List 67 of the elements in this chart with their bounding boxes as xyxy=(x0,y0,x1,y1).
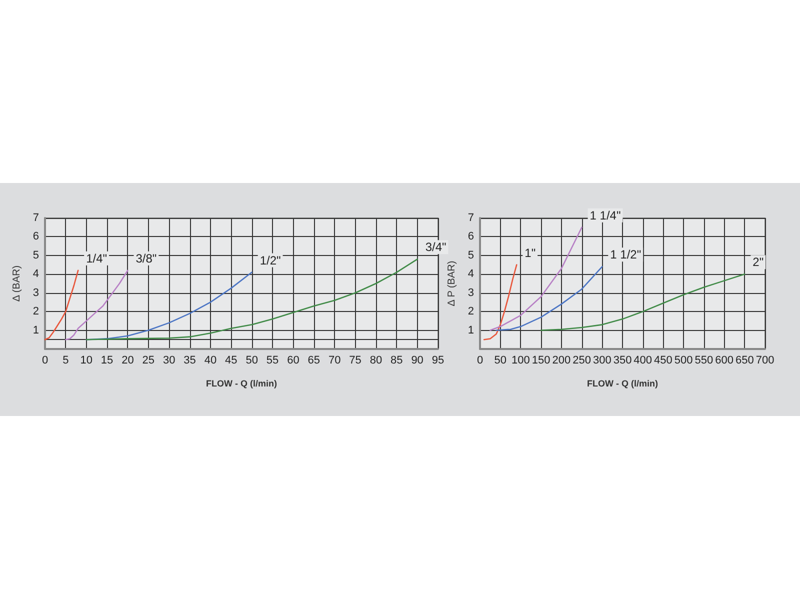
x-tick-label: 45 xyxy=(225,354,238,366)
x-tick-label: 650 xyxy=(735,354,754,366)
x-tick-label: 90 xyxy=(411,354,424,366)
x-tick-label: 85 xyxy=(390,354,403,366)
x-tick-label: 70 xyxy=(328,354,341,366)
line-series xyxy=(490,226,582,331)
x-tick-label: 40 xyxy=(204,354,217,366)
x-tick-label: 500 xyxy=(674,354,693,366)
x-tick-label: 700 xyxy=(756,354,774,366)
y-tick-label: 2 xyxy=(32,306,39,318)
x-tick-label: 50 xyxy=(494,354,506,366)
line-series xyxy=(65,270,128,340)
series-label: 1/2" xyxy=(260,253,281,268)
series-label: 1/4" xyxy=(86,251,108,266)
x-tick-label: 5 xyxy=(62,354,69,366)
series-label: 2" xyxy=(752,255,764,270)
x-tick-label: 350 xyxy=(613,354,632,366)
x-tick-label: 10 xyxy=(80,354,92,366)
y-axis-title: Δ (BAR) xyxy=(11,265,22,302)
x-tick-label: 25 xyxy=(142,354,155,366)
x-tick-label: 0 xyxy=(42,354,48,366)
y-tick-label: 2 xyxy=(468,306,474,318)
line-series xyxy=(496,266,603,331)
series-label: 1 1/2" xyxy=(610,248,642,262)
series-label: 1" xyxy=(524,246,536,260)
x-tick-label: 15 xyxy=(100,354,114,366)
y-tick-label: 1 xyxy=(468,324,474,336)
x-tick-label: 0 xyxy=(476,354,484,366)
x-tick-label: 200 xyxy=(552,354,571,366)
x-tick-label: 150 xyxy=(532,354,550,366)
y-tick-label: 4 xyxy=(32,268,39,280)
x-tick-label: 250 xyxy=(572,354,591,366)
y-tick-label: 1 xyxy=(32,324,39,336)
x-tick-label: 95 xyxy=(432,354,444,366)
x-tick-label: 80 xyxy=(370,354,382,366)
x-tick-label: 60 xyxy=(287,354,300,366)
x-axis-title: FLOW - Q (l/min) xyxy=(206,378,277,388)
x-tick-label: 400 xyxy=(634,354,652,366)
y-axis-title: Δ P (BAR) xyxy=(446,260,458,306)
x-tick-label: 55 xyxy=(266,354,279,366)
y-tick-label: 6 xyxy=(32,230,39,243)
line-series xyxy=(540,273,746,331)
x-tick-label: 65 xyxy=(308,354,320,366)
x-tick-label: 300 xyxy=(592,354,612,366)
y-tick-label: 7 xyxy=(468,212,474,224)
x-tick-label: 30 xyxy=(162,354,176,366)
y-tick-label: 3 xyxy=(468,286,474,299)
x-tick-label: 50 xyxy=(246,354,258,366)
line-series xyxy=(44,270,79,340)
x-tick-label: 600 xyxy=(715,354,734,366)
y-tick-label: 7 xyxy=(32,212,39,224)
x-tick-label: 450 xyxy=(654,354,672,366)
line-series xyxy=(483,264,518,340)
x-axis-title: FLOW - Q (l/min) xyxy=(587,378,658,388)
x-tick-label: 20 xyxy=(122,354,134,366)
x-tick-label: 75 xyxy=(349,354,362,366)
y-tick-label: 5 xyxy=(32,249,39,262)
y-tick-label: 6 xyxy=(468,230,474,243)
series-label: 1 1/4" xyxy=(590,208,621,222)
x-tick-label: 100 xyxy=(512,354,530,366)
y-tick-label: 4 xyxy=(468,268,474,280)
y-tick-label: 3 xyxy=(32,286,39,299)
series-label: 3/8" xyxy=(136,251,157,266)
x-tick-label: 35 xyxy=(184,354,196,366)
y-tick-label: 5 xyxy=(468,249,474,262)
x-tick-label: 550 xyxy=(694,354,714,366)
series-label: 3/4" xyxy=(425,240,446,254)
